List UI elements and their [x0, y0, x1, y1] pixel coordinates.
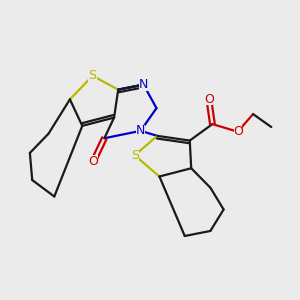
FancyBboxPatch shape — [205, 94, 213, 105]
Text: O: O — [88, 155, 98, 168]
FancyBboxPatch shape — [136, 125, 145, 137]
Text: O: O — [233, 125, 243, 138]
FancyBboxPatch shape — [234, 126, 242, 138]
Text: N: N — [136, 124, 145, 137]
Text: O: O — [204, 93, 214, 106]
Text: S: S — [88, 69, 97, 82]
FancyBboxPatch shape — [89, 155, 98, 167]
FancyBboxPatch shape — [140, 79, 148, 91]
FancyBboxPatch shape — [130, 149, 139, 161]
FancyBboxPatch shape — [88, 70, 97, 82]
Text: N: N — [139, 78, 148, 91]
Text: S: S — [131, 149, 139, 162]
